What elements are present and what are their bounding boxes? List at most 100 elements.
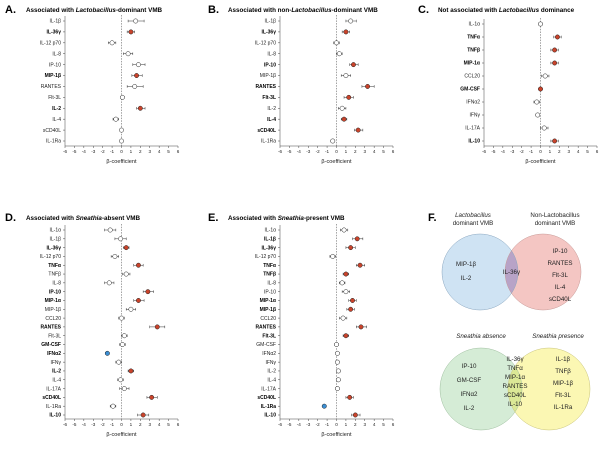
x-tick-label: -3 xyxy=(91,149,96,154)
y-tick-label: IL-1Ra xyxy=(46,139,61,145)
y-tick-label: TNFα xyxy=(48,263,62,269)
y-tick-label: IL-1β xyxy=(264,237,276,243)
y-tick-label: MIP-1β xyxy=(260,73,276,79)
venn-item: IL-2 xyxy=(464,405,475,412)
y-tick-label: sCD40L xyxy=(257,395,276,401)
venn-left-title-line2: dominant VMB xyxy=(453,220,494,227)
panel-title: Associated with non-Lactobacillus-domina… xyxy=(228,7,378,14)
y-tick-label: IP-10 xyxy=(264,289,276,295)
y-tick-label: IL-10 xyxy=(49,413,61,419)
data-point xyxy=(118,236,124,242)
panel-letter: A. xyxy=(5,4,16,16)
x-tick-label: 4 xyxy=(158,422,161,427)
data-point xyxy=(149,394,155,400)
x-tick-label: 0 xyxy=(120,422,123,427)
data-point xyxy=(334,359,340,365)
venn-item: TNFβ xyxy=(555,368,571,375)
panel-title: Not associated with Lactobacillus domina… xyxy=(438,7,575,14)
x-tick-label: -5 xyxy=(72,422,77,427)
y-tick-label: MIP-1β xyxy=(45,73,61,79)
data-point xyxy=(340,315,346,321)
x-tick-label: -4 xyxy=(297,149,302,154)
data-point xyxy=(106,280,112,286)
venn-item: MIP-1β xyxy=(553,380,574,387)
venn-item: IL-4 xyxy=(555,284,566,291)
data-point xyxy=(119,342,125,347)
x-tick-label: -1 xyxy=(110,149,115,154)
x-tick-label: 4 xyxy=(373,422,376,427)
x-tick-label: 5 xyxy=(167,149,170,154)
panel-letter: F. xyxy=(428,212,437,224)
y-tick-label: IL-4 xyxy=(267,117,276,123)
data-point xyxy=(133,18,139,24)
data-point xyxy=(321,403,327,409)
data-point xyxy=(552,60,558,66)
venn-item: sCD40L xyxy=(549,296,572,303)
data-point xyxy=(335,368,341,374)
x-tick-label: 3 xyxy=(567,149,570,154)
x-tick-label: -5 xyxy=(491,149,496,154)
y-tick-label: IL-1Ra xyxy=(261,404,277,410)
y-tick-label: IL-1Ra xyxy=(261,139,276,145)
data-point xyxy=(341,227,347,233)
data-point xyxy=(121,333,127,339)
title-segment: -dominant VMB xyxy=(116,7,163,14)
data-point xyxy=(128,368,134,374)
x-tick-label: 3 xyxy=(363,422,366,427)
venn-item: MIP-1β xyxy=(456,261,477,268)
data-point xyxy=(154,324,160,330)
venn-item: IFNα2 xyxy=(461,391,479,398)
y-tick-label: IFNγ xyxy=(265,360,276,366)
panel-title: Associated with Sneathia-present VMB xyxy=(228,215,345,222)
y-tick-label: IFNγ xyxy=(50,360,61,366)
venn-bottom: Sneathia absence Sneathia presence IP-10 GM… xyxy=(439,333,591,431)
title-segment: Lactobacillus xyxy=(291,7,332,14)
x-tick-label: -1 xyxy=(325,149,330,154)
x-tick-label: -2 xyxy=(101,422,106,427)
x-tick-label: -6 xyxy=(278,422,283,427)
data-point xyxy=(346,94,352,100)
y-tick-label: IL-8 xyxy=(267,51,276,57)
y-tick-label: IL-17A xyxy=(46,386,61,392)
y-tick-label: IL-4 xyxy=(52,377,61,383)
data-point xyxy=(348,245,354,251)
title-segment: Associated with non- xyxy=(228,7,291,14)
y-tick-label: IL-8 xyxy=(267,281,276,287)
data-point xyxy=(121,386,127,392)
data-point xyxy=(136,298,141,303)
y-tick-label: IL-8 xyxy=(52,281,61,287)
x-tick-label: -6 xyxy=(63,422,68,427)
venn-item: IP-10 xyxy=(462,363,477,370)
x-tick-label: 5 xyxy=(586,149,589,154)
x-tick-label: 5 xyxy=(382,422,385,427)
data-point xyxy=(116,359,122,365)
venn-item: IL-1Ra xyxy=(554,404,573,411)
y-tick-label: IL-4 xyxy=(52,117,61,123)
x-tick-label: 1 xyxy=(345,149,348,154)
x-tick-label: 2 xyxy=(139,149,142,154)
y-tick-label: TNFβ xyxy=(467,48,480,54)
x-tick-label: -6 xyxy=(63,149,68,154)
data-point xyxy=(335,377,341,383)
y-tick-label: IL-12 p70 xyxy=(255,254,276,260)
venn-item: IL-2 xyxy=(461,275,472,282)
x-tick-label: 6 xyxy=(392,422,395,427)
y-tick-label: IP-10 xyxy=(49,62,61,68)
venn-item: GM-CSF xyxy=(457,377,482,384)
x-tick-label: 1 xyxy=(130,149,133,154)
y-tick-label: IP-10 xyxy=(264,62,276,68)
data-point xyxy=(339,105,345,111)
title-segment: Not associated with xyxy=(438,7,499,14)
title-segment: Lactobacillus xyxy=(499,7,540,14)
data-point xyxy=(134,73,140,78)
title-segment: Associated with xyxy=(26,215,76,222)
y-tick-label: MIP-1α xyxy=(260,298,277,304)
forest-plot-a: A. Associated with Lactobacillus-dominant… xyxy=(5,4,180,165)
x-axis-label: β-coefficient xyxy=(525,159,556,165)
x-tick-label: 0 xyxy=(120,149,123,154)
title-segment: Associated with xyxy=(228,215,278,222)
y-tick-label: IL-12 p70 xyxy=(40,254,61,260)
x-axis-label: β-coefficient xyxy=(321,432,352,438)
